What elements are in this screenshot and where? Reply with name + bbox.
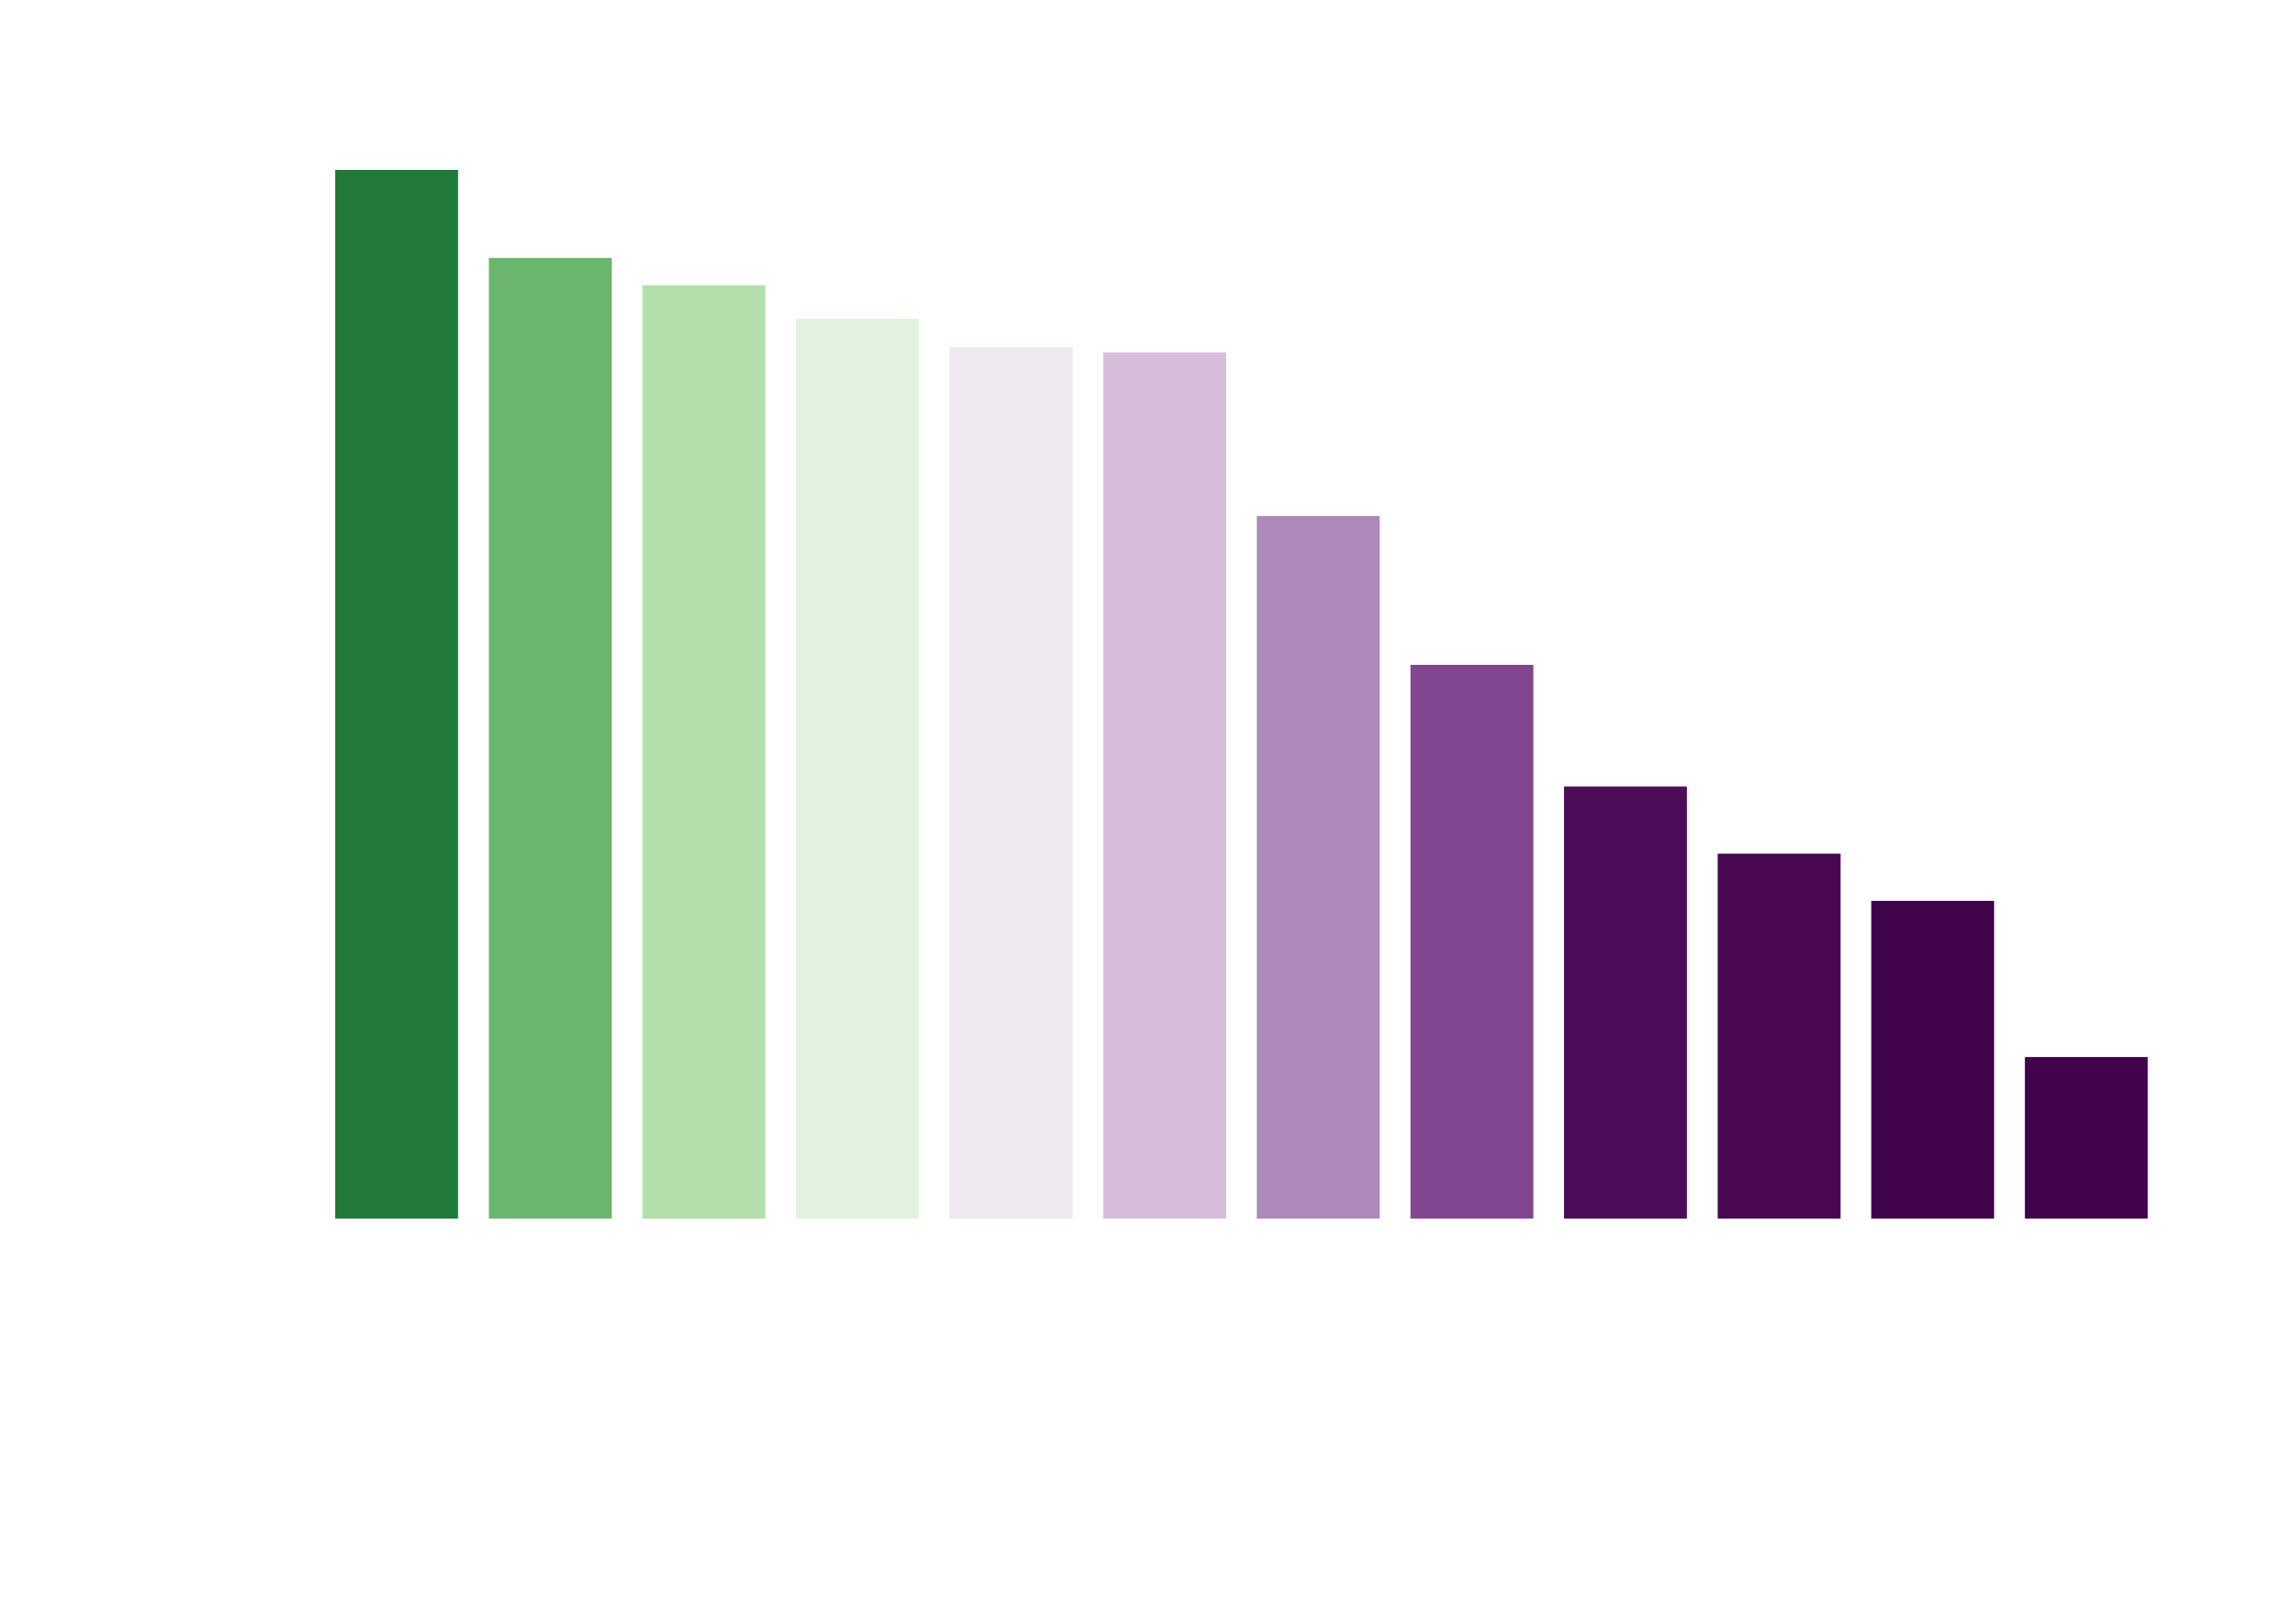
- bar-1: [335, 170, 458, 1219]
- bar-9: [1564, 786, 1687, 1219]
- bar-5: [950, 347, 1073, 1219]
- bar-4: [795, 319, 919, 1219]
- bar-8: [1410, 665, 1534, 1219]
- bar-7: [1256, 515, 1380, 1219]
- bar-2: [489, 257, 613, 1219]
- bars-group: [335, 170, 2148, 1219]
- bar-12: [2024, 1057, 2148, 1219]
- bar-3: [642, 285, 766, 1219]
- bar-10: [1717, 853, 1841, 1219]
- bar-11: [1871, 901, 1995, 1219]
- bar-6: [1103, 352, 1227, 1219]
